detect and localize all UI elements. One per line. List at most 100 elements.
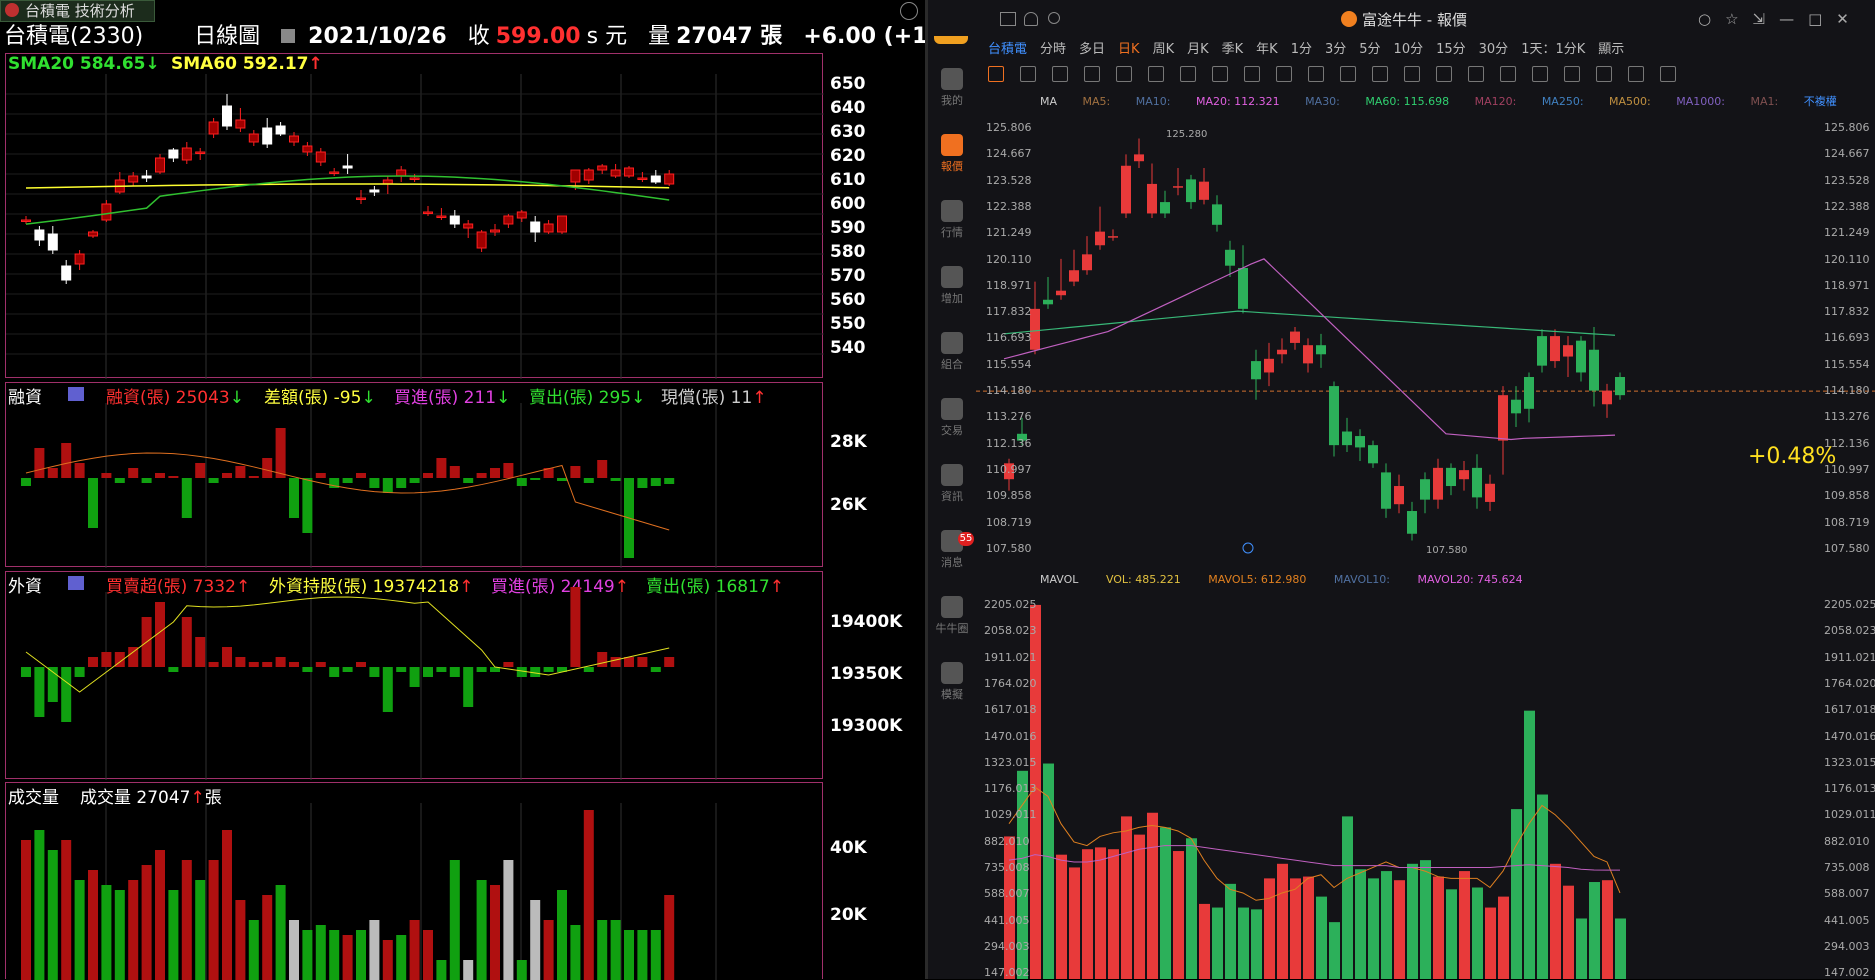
candle-body [1368, 445, 1378, 464]
sidebar-item[interactable]: 模擬 [928, 662, 976, 702]
candle-body [34, 229, 45, 241]
zoom-icon[interactable] [900, 2, 918, 20]
sidebar-item[interactable]: 組合 [928, 332, 976, 372]
foreign-bar-up [208, 662, 219, 667]
volume-bar [1030, 604, 1041, 979]
volume-label: 成交量 27047↑張 [80, 788, 222, 808]
window-controls[interactable]: ○☆⇲—□✕ [1698, 10, 1863, 28]
candle-body [463, 223, 474, 229]
right-volume-chart [1004, 604, 1626, 979]
sidebar-item[interactable]: 牛牛圈 [928, 596, 976, 636]
volume-bar [342, 935, 353, 980]
volume-bar [1498, 896, 1509, 979]
drawing-tool-icon[interactable] [1628, 66, 1644, 82]
period-tab[interactable]: 3分 [1324, 42, 1347, 57]
drawing-tool-icon[interactable] [1532, 66, 1548, 82]
drawing-tool-icon[interactable] [1148, 66, 1164, 82]
adjust-label[interactable]: 不複權 [1803, 95, 1837, 108]
y-tick-label: 117.832 [1824, 305, 1870, 319]
sidebar-item[interactable]: 增加 [928, 266, 976, 306]
drawing-tool-icon[interactable] [1052, 66, 1068, 82]
period-tab[interactable]: 1天：1分K [1521, 42, 1586, 57]
candle-body [356, 197, 366, 200]
period-tab[interactable]: 分時 [1040, 42, 1067, 57]
drawing-tool-icon[interactable] [1020, 66, 1036, 82]
margin-bar-down [610, 478, 621, 481]
dropdown-icon[interactable] [281, 29, 296, 43]
sidebar-item[interactable]: 消息 [928, 530, 976, 570]
volume-bar [476, 880, 487, 980]
sidebar-item[interactable]: 我的 [928, 68, 976, 108]
drawing-tool-icon[interactable] [1244, 66, 1260, 82]
drawing-tool-icon[interactable] [1564, 66, 1580, 82]
bell-icon[interactable] [1024, 12, 1038, 26]
list-icon[interactable] [1000, 12, 1016, 26]
y-tick-label: 107.580 [986, 541, 1032, 555]
y-tick-label: 108.719 [986, 515, 1032, 529]
sidebar-label: 消息 [941, 556, 963, 569]
drawing-tool-icon[interactable] [1340, 66, 1356, 82]
volume-bar [1368, 878, 1379, 979]
volume-bar [1043, 763, 1054, 979]
volume-bar [1134, 834, 1145, 979]
menu-icon[interactable] [68, 387, 84, 401]
holding-label: 外資持股(張) 19374218↑ [269, 577, 474, 597]
app-icon [5, 3, 19, 17]
drawing-tool-icon[interactable] [1180, 66, 1196, 82]
candle-body [1589, 349, 1599, 391]
drawing-tool-icon[interactable] [1404, 66, 1420, 82]
sidebar-item[interactable]: 資訊 [928, 464, 976, 504]
volume-bar [503, 860, 514, 980]
period-tab[interactable]: 5分 [1359, 42, 1381, 57]
ma-selector[interactable]: MA [1040, 95, 1058, 108]
candle-body [624, 167, 634, 177]
candle-body [1147, 183, 1157, 214]
drawing-tool-icon[interactable] [1084, 66, 1100, 82]
ma250-label: MA250: [1541, 95, 1584, 108]
drawing-tool-icon[interactable] [1468, 66, 1484, 82]
drawing-tool-icon[interactable] [1436, 66, 1452, 82]
period-tab[interactable]: 多日 [1079, 42, 1106, 57]
window-tab[interactable]: 台積電 技術分析 [0, 0, 155, 22]
sidebar-item[interactable]: 交易 [928, 398, 976, 438]
drawing-tool-icon[interactable] [1500, 66, 1516, 82]
ma20-line [1003, 258, 1616, 441]
drawing-tool-icon[interactable] [1660, 66, 1676, 82]
drawing-tool-icon[interactable] [1212, 66, 1228, 82]
y-tick-label: 540 [830, 338, 866, 358]
volume-bar [637, 930, 648, 980]
mavol-selector[interactable]: MAVOL [1040, 573, 1079, 586]
period-tab[interactable]: 台積電 [988, 42, 1028, 57]
drawing-tool-icon[interactable] [1372, 66, 1388, 82]
period-tab[interactable]: 季K [1221, 42, 1244, 57]
close-price: 599.00 [495, 24, 581, 49]
period-tab[interactable]: 年K [1256, 42, 1278, 57]
drawing-tool-icon[interactable] [1596, 66, 1612, 82]
sidebar-item[interactable]: 報價 [928, 134, 976, 174]
period-tab[interactable]: 15分 [1436, 42, 1466, 57]
drawing-tool-icon[interactable] [1308, 66, 1324, 82]
ma60-line [1003, 310, 1616, 336]
sidebar-item[interactable]: 行情 [928, 200, 976, 240]
search-icon[interactable] [1048, 12, 1060, 24]
margin-bar-up [101, 473, 112, 478]
margin-bar-down [396, 478, 407, 488]
candle-body [1251, 361, 1261, 380]
sell-label: 賣出(張) 295↓ [529, 388, 646, 408]
period-tab[interactable]: 周K [1152, 42, 1175, 57]
y-tick-label: 550 [830, 314, 866, 334]
period-tab[interactable]: 顯示 [1598, 42, 1625, 57]
drawing-tool-icon[interactable] [988, 66, 1004, 82]
drawing-tool-icon[interactable] [1116, 66, 1132, 82]
period-tab[interactable]: 日K [1118, 42, 1140, 57]
candle-body [1264, 358, 1274, 373]
y-tick-label: 2205.025 [984, 598, 1037, 611]
period-tab[interactable]: 月K [1187, 42, 1209, 57]
period-tab[interactable]: 30分 [1478, 42, 1509, 57]
drawing-tool-icon[interactable] [1276, 66, 1292, 82]
menu-icon[interactable] [68, 576, 84, 590]
foreign-bar-down [557, 667, 567, 672]
period-tab[interactable]: 10分 [1393, 42, 1424, 57]
period-tab[interactable]: 1分 [1290, 42, 1312, 57]
y-tick-label: 882.010 [984, 834, 1030, 848]
